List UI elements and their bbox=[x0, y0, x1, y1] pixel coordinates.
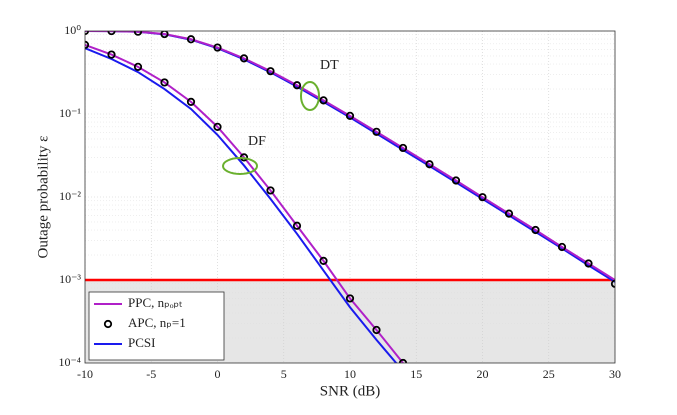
marker bbox=[345, 111, 355, 120]
marker bbox=[531, 225, 540, 235]
y-tick-label: 10⁻¹ bbox=[59, 106, 81, 120]
marker bbox=[451, 176, 461, 185]
marker bbox=[133, 31, 143, 36]
series-line bbox=[85, 47, 398, 363]
marker bbox=[186, 35, 196, 44]
marker bbox=[425, 160, 434, 169]
axes-frame bbox=[84, 30, 616, 364]
marker bbox=[504, 209, 514, 218]
marker bbox=[557, 242, 567, 252]
marker bbox=[239, 54, 249, 63]
y-axis-label: Outage probability ε bbox=[35, 136, 51, 259]
marker bbox=[319, 256, 328, 265]
y-tick-label: 10⁰ bbox=[64, 23, 81, 37]
x-tick-label: -10 bbox=[77, 367, 93, 381]
x-tick-label: 5 bbox=[281, 367, 287, 381]
marker bbox=[133, 62, 143, 71]
x-axis-label: SNR (dB) bbox=[320, 383, 380, 399]
y-tick-label: 10⁻³ bbox=[59, 272, 81, 286]
marker bbox=[292, 221, 302, 230]
legend-label: PCSI bbox=[128, 335, 155, 350]
x-tick-label: 15 bbox=[410, 367, 422, 381]
annotation: DT bbox=[320, 58, 339, 73]
marker bbox=[319, 96, 328, 105]
marker bbox=[160, 31, 169, 39]
dt-ellipse bbox=[300, 81, 320, 111]
legend-swatch bbox=[103, 319, 113, 329]
y-tick-label: 10⁻² bbox=[59, 189, 81, 203]
x-tick-label: -5 bbox=[146, 367, 156, 381]
y-tick-label: 10⁻⁴ bbox=[58, 355, 81, 369]
marker bbox=[345, 294, 355, 303]
marker bbox=[107, 50, 116, 59]
x-tick-label: 25 bbox=[543, 367, 555, 381]
marker bbox=[584, 259, 593, 268]
x-tick-label: 30 bbox=[609, 367, 621, 381]
marker bbox=[372, 127, 381, 136]
marker bbox=[213, 43, 222, 52]
legend: PPC, nₚₒₚₜ APC, nₚ=1 PCSI bbox=[88, 291, 225, 361]
marker bbox=[372, 325, 381, 335]
marker bbox=[266, 67, 275, 76]
marker bbox=[160, 78, 169, 87]
marker bbox=[398, 143, 408, 153]
legend-label: PPC, nₚₒₚₜ bbox=[128, 295, 183, 310]
series-line bbox=[85, 31, 615, 281]
marker bbox=[266, 186, 275, 195]
x-tick-label: 0 bbox=[215, 367, 221, 381]
x-tick-label: 10 bbox=[344, 367, 356, 381]
df-ellipse bbox=[222, 157, 258, 175]
legend-label: APC, nₚ=1 bbox=[128, 315, 186, 330]
x-tick-label: 20 bbox=[477, 367, 489, 381]
marker bbox=[478, 193, 487, 202]
marker bbox=[213, 122, 222, 131]
marker bbox=[292, 81, 302, 90]
annotation: DF bbox=[248, 134, 266, 149]
marker bbox=[186, 97, 196, 106]
